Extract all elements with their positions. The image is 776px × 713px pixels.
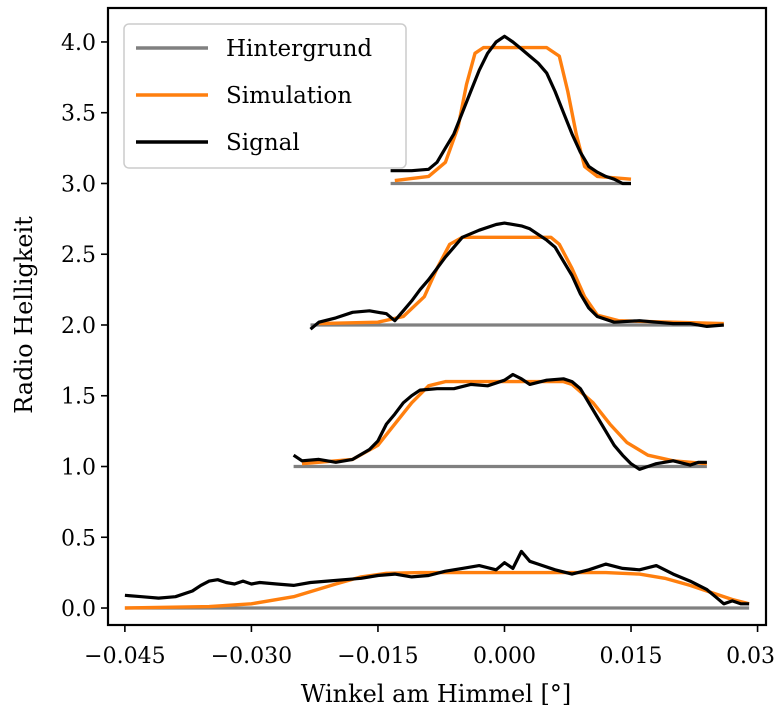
x-tick-label: −0.045	[84, 644, 165, 669]
y-tick-label: 2.0	[61, 314, 96, 339]
x-tick-label: 0.030	[726, 644, 776, 669]
series-simulation-line-4	[395, 48, 631, 181]
x-tick-label: 0.015	[600, 644, 663, 669]
series-signal-line-4	[391, 36, 631, 183]
y-tick-label: 3.0	[61, 172, 96, 197]
x-tick-label: −0.015	[337, 644, 418, 669]
y-tick-label: 0.5	[61, 526, 96, 551]
legend-label-signal: Signal	[226, 130, 300, 156]
legend-label-hintergrund: Hintergrund	[226, 36, 372, 62]
x-tick-label: 0.000	[473, 644, 536, 669]
series-simulation-line-3	[319, 237, 724, 323]
series-hintergrund	[125, 184, 749, 609]
y-tick-label: 2.5	[61, 243, 96, 268]
x-tick-label: −0.030	[211, 644, 292, 669]
x-axis-label: Winkel am Himmel [°]	[301, 680, 571, 708]
series-signal-line-3	[311, 223, 724, 329]
y-tick-label: 3.5	[61, 102, 96, 127]
legend-label-simulation: Simulation	[226, 83, 352, 109]
series-simulation-line-2	[302, 382, 707, 464]
legend: Hintergrund Simulation Signal	[124, 24, 406, 168]
y-tick-label: 1.5	[61, 385, 96, 410]
y-tick-label: 1.0	[61, 456, 96, 481]
y-tick-label: 4.0	[61, 31, 96, 56]
y-tick-label: 0.0	[61, 597, 96, 622]
series-simulation-line-1	[125, 573, 749, 608]
y-axis-label: Radio Helligkeit	[10, 216, 38, 414]
